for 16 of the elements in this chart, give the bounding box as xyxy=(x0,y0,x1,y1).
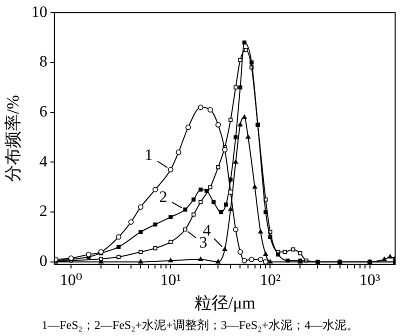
y-tick-label: 0 xyxy=(39,253,48,270)
y-tick-label: 4 xyxy=(39,153,48,170)
y-tick-label: 2 xyxy=(39,203,48,220)
y-axis-title: 分布频率/% xyxy=(4,95,23,182)
x-tick-label: 10⁰ xyxy=(60,272,82,290)
annotation: 2 xyxy=(159,188,168,206)
annotation: 1 xyxy=(144,146,153,164)
text: 1—FeS₂；2—FeS₂+水泥+调整剂；3—FeS₂+水泥；4—水泥。 xyxy=(42,318,358,332)
annotation: 3 xyxy=(199,234,208,252)
x-tick-label: 10³ xyxy=(359,272,380,290)
x-tick-label: 10¹ xyxy=(160,272,182,290)
x-axis-title: 粒径/μm xyxy=(194,293,256,312)
y-tick-label: 10 xyxy=(31,4,48,21)
y-tick-label: 8 xyxy=(39,54,48,71)
y-tick-label: 6 xyxy=(39,104,48,121)
x-tick-label: 10² xyxy=(260,272,281,290)
